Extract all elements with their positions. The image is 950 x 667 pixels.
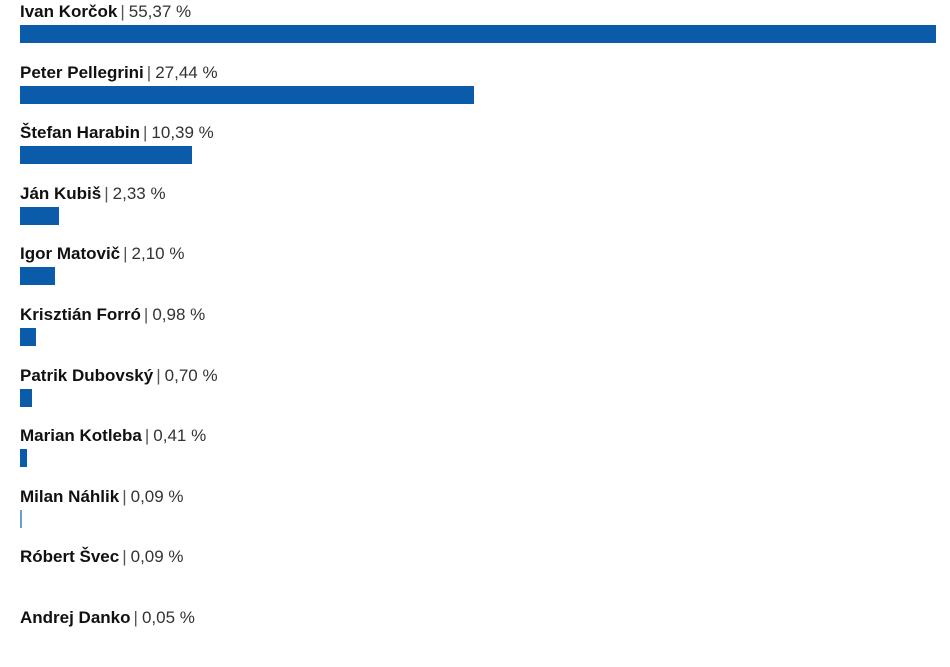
bar-label: Ivan Korčok | 55,37 % xyxy=(20,1,191,23)
candidate-name: Marian Kotleba xyxy=(20,426,142,446)
data-label: 2,10 % xyxy=(131,244,185,264)
bar-label: Patrik Dubovský | 0,70 % xyxy=(20,365,218,387)
bar-chart: Ivan Korčok | 55,37 % Peter Pellegrini | 27,4… xyxy=(20,0,936,634)
bar-label: Róbert Švec | 0,09 % xyxy=(20,546,184,568)
separator: | xyxy=(123,244,128,264)
separator: | xyxy=(144,426,150,446)
bar-row: Marian Kotleba | 0,41 % xyxy=(20,425,936,485)
bar-label: Marian Kotleba | 0,41 % xyxy=(20,425,206,447)
separator: | xyxy=(142,123,148,143)
data-label: 55,37 % xyxy=(128,2,192,21)
bar-label: Igor Matovič | 2,10 % xyxy=(20,243,184,265)
candidate-name: Peter Pellegrini xyxy=(20,62,144,82)
bar xyxy=(20,509,22,528)
bar-row: Igor Matovič | 2,10 % xyxy=(20,243,936,303)
bar-row: Patrik Dubovský | 0,70 % xyxy=(20,365,936,425)
data-label: 10,39 % xyxy=(151,123,214,143)
bar-row: Ján Kubiš | 2,33 % xyxy=(20,183,936,243)
data-label: 0,09 % xyxy=(130,486,184,506)
data-label: 0,98 % xyxy=(152,305,206,324)
bar-row: Ivan Korčok | 55,37 % xyxy=(20,1,936,61)
bar-label: Peter Pellegrini | 27,44 % xyxy=(20,62,218,84)
bar-label: Milan Náhlik | 0,09 % xyxy=(20,486,184,508)
bar-label: Ján Kubiš | 2,33 % xyxy=(20,183,166,205)
candidate-name: Patrik Dubovský xyxy=(20,365,154,385)
separator: | xyxy=(122,547,127,567)
bar xyxy=(20,146,192,165)
separator: | xyxy=(146,62,152,82)
candidate-name: Róbert Švec xyxy=(20,547,120,567)
bar-label: Krisztián Forró | 0,98 % xyxy=(20,304,205,326)
candidate-name: Krisztián Forró xyxy=(20,305,141,324)
bar xyxy=(20,85,474,104)
candidate-name: Ján Kubiš xyxy=(20,183,102,203)
data-label: 2,33 % xyxy=(112,183,166,203)
bar xyxy=(20,25,936,43)
separator: | xyxy=(156,365,161,385)
data-label: 0,70 % xyxy=(164,365,218,385)
bar-row: Peter Pellegrini | 27,44 % xyxy=(20,62,936,122)
candidate-name: Igor Matovič xyxy=(20,244,121,264)
separator: | xyxy=(143,305,149,324)
data-label: 0,09 % xyxy=(130,547,184,567)
bar-label: Andrej Danko | 0,05 % xyxy=(20,607,195,629)
data-label: 0,05 % xyxy=(141,608,195,627)
separator: | xyxy=(133,608,138,627)
separator: | xyxy=(120,2,125,21)
bar xyxy=(20,449,27,468)
bar-row: Štefan Harabin | 10,39 % xyxy=(20,122,936,182)
bar xyxy=(20,267,55,286)
bar-row: Milan Náhlik | 0,09 % xyxy=(20,486,936,546)
data-label: 0,41 % xyxy=(153,426,207,446)
bar-row: Róbert Švec | 0,09 % xyxy=(20,546,936,606)
data-label: 27,44 % xyxy=(155,62,218,82)
candidate-name: Milan Náhlik xyxy=(20,486,120,506)
bar xyxy=(20,388,32,407)
candidate-name: Andrej Danko xyxy=(20,608,131,627)
candidate-name: Ivan Korčok xyxy=(20,2,118,21)
separator: | xyxy=(122,486,127,506)
bar-label: Štefan Harabin | 10,39 % xyxy=(20,122,214,144)
separator: | xyxy=(104,183,109,203)
bar-row: Andrej Danko | 0,05 % xyxy=(20,607,936,667)
candidate-name: Štefan Harabin xyxy=(20,123,140,143)
bar xyxy=(20,328,37,346)
bar xyxy=(20,206,59,225)
bar-row: Krisztián Forró | 0,98 % xyxy=(20,304,936,364)
